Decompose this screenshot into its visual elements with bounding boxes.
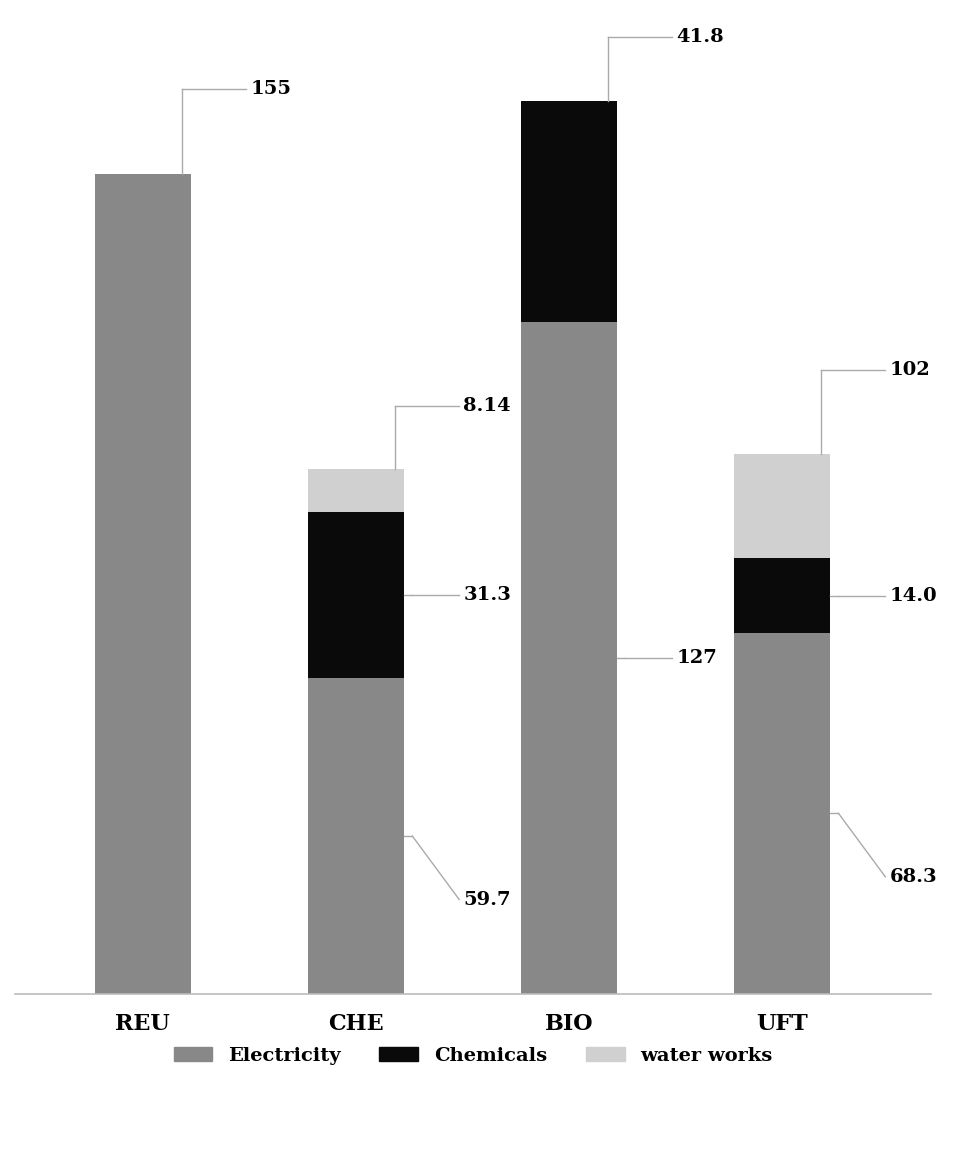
Legend: Electricity, Chemicals, water works: Electricity, Chemicals, water works bbox=[166, 1039, 780, 1073]
Bar bbox=[308, 678, 404, 994]
Bar bbox=[734, 633, 829, 994]
Text: 31.3: 31.3 bbox=[464, 586, 512, 604]
Text: 155: 155 bbox=[251, 80, 292, 98]
Bar bbox=[734, 558, 829, 633]
Text: 8.14: 8.14 bbox=[464, 397, 511, 414]
Text: 68.3: 68.3 bbox=[890, 867, 937, 886]
Text: 59.7: 59.7 bbox=[464, 890, 511, 909]
Text: 127: 127 bbox=[677, 649, 717, 666]
Bar bbox=[95, 174, 191, 994]
Text: 14.0: 14.0 bbox=[890, 586, 937, 605]
Bar bbox=[521, 101, 617, 322]
Bar bbox=[308, 469, 404, 512]
Bar bbox=[521, 322, 617, 994]
Text: 102: 102 bbox=[890, 361, 930, 378]
Bar bbox=[734, 454, 829, 558]
Text: 41.8: 41.8 bbox=[677, 28, 724, 46]
Bar bbox=[308, 512, 404, 678]
